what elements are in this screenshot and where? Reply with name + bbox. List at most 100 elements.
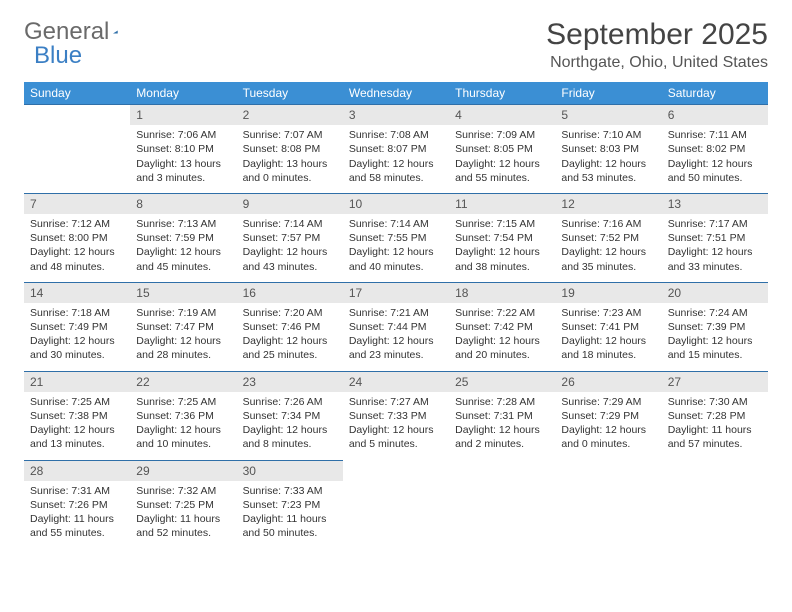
day-info-cell: Sunrise: 7:23 AMSunset: 7:41 PMDaylight:… <box>555 303 661 371</box>
day-number-cell: 4 <box>449 105 555 126</box>
sunset-text: Sunset: 7:59 PM <box>136 231 230 245</box>
sunrise-text: Sunrise: 7:19 AM <box>136 306 230 320</box>
daylight-text: Daylight: 11 hours and 55 minutes. <box>30 512 124 540</box>
sunset-text: Sunset: 7:34 PM <box>243 409 337 423</box>
daylight-text: Daylight: 12 hours and 13 minutes. <box>30 423 124 451</box>
sunrise-text: Sunrise: 7:25 AM <box>30 395 124 409</box>
daylight-text: Daylight: 12 hours and 30 minutes. <box>30 334 124 362</box>
daylight-text: Daylight: 12 hours and 28 minutes. <box>136 334 230 362</box>
daylight-text: Daylight: 13 hours and 3 minutes. <box>136 157 230 185</box>
sunrise-text: Sunrise: 7:26 AM <box>243 395 337 409</box>
sunset-text: Sunset: 8:05 PM <box>455 142 549 156</box>
day-info-cell: Sunrise: 7:33 AMSunset: 7:23 PMDaylight:… <box>237 481 343 549</box>
day-number-cell: 19 <box>555 282 661 303</box>
day-info-cell: Sunrise: 7:16 AMSunset: 7:52 PMDaylight:… <box>555 214 661 282</box>
sunrise-text: Sunrise: 7:24 AM <box>668 306 762 320</box>
daylight-text: Daylight: 12 hours and 5 minutes. <box>349 423 443 451</box>
weekday-header: Saturday <box>662 82 768 105</box>
day-number-cell <box>449 460 555 481</box>
sunset-text: Sunset: 7:46 PM <box>243 320 337 334</box>
sunrise-text: Sunrise: 7:11 AM <box>668 128 762 142</box>
day-info-cell <box>449 481 555 549</box>
day-number-cell: 2 <box>237 105 343 126</box>
logo-word2: Blue <box>34 42 82 70</box>
day-info-cell <box>662 481 768 549</box>
daylight-text: Daylight: 12 hours and 23 minutes. <box>349 334 443 362</box>
sunrise-text: Sunrise: 7:14 AM <box>349 217 443 231</box>
day-info-cell: Sunrise: 7:11 AMSunset: 8:02 PMDaylight:… <box>662 125 768 193</box>
day-info-cell <box>555 481 661 549</box>
sunrise-text: Sunrise: 7:22 AM <box>455 306 549 320</box>
sunset-text: Sunset: 7:49 PM <box>30 320 124 334</box>
daylight-text: Daylight: 12 hours and 53 minutes. <box>561 157 655 185</box>
sunset-text: Sunset: 8:02 PM <box>668 142 762 156</box>
day-info-cell: Sunrise: 7:25 AMSunset: 7:38 PMDaylight:… <box>24 392 130 460</box>
day-info-cell: Sunrise: 7:29 AMSunset: 7:29 PMDaylight:… <box>555 392 661 460</box>
sunset-text: Sunset: 8:03 PM <box>561 142 655 156</box>
sunset-text: Sunset: 8:00 PM <box>30 231 124 245</box>
day-number-cell: 11 <box>449 193 555 214</box>
day-info-cell: Sunrise: 7:30 AMSunset: 7:28 PMDaylight:… <box>662 392 768 460</box>
day-info-cell: Sunrise: 7:14 AMSunset: 7:55 PMDaylight:… <box>343 214 449 282</box>
daylight-text: Daylight: 12 hours and 40 minutes. <box>349 245 443 273</box>
sunrise-text: Sunrise: 7:32 AM <box>136 484 230 498</box>
weekday-header: Friday <box>555 82 661 105</box>
sunset-text: Sunset: 7:26 PM <box>30 498 124 512</box>
sunrise-text: Sunrise: 7:10 AM <box>561 128 655 142</box>
day-number-cell: 28 <box>24 460 130 481</box>
sunrise-text: Sunrise: 7:29 AM <box>561 395 655 409</box>
day-number-cell: 1 <box>130 105 236 126</box>
header: General September 2025 Northgate, Ohio, … <box>24 18 768 72</box>
sunset-text: Sunset: 7:31 PM <box>455 409 549 423</box>
weekday-header: Tuesday <box>237 82 343 105</box>
daylight-text: Daylight: 12 hours and 48 minutes. <box>30 245 124 273</box>
sunrise-text: Sunrise: 7:33 AM <box>243 484 337 498</box>
calendar-table: SundayMondayTuesdayWednesdayThursdayFrid… <box>24 82 768 548</box>
day-number-cell: 25 <box>449 371 555 392</box>
daylight-text: Daylight: 12 hours and 50 minutes. <box>668 157 762 185</box>
day-number-cell: 24 <box>343 371 449 392</box>
daylight-text: Daylight: 12 hours and 20 minutes. <box>455 334 549 362</box>
day-info-cell: Sunrise: 7:06 AMSunset: 8:10 PMDaylight:… <box>130 125 236 193</box>
daylight-text: Daylight: 12 hours and 38 minutes. <box>455 245 549 273</box>
day-info-cell: Sunrise: 7:20 AMSunset: 7:46 PMDaylight:… <box>237 303 343 371</box>
day-info-row: Sunrise: 7:18 AMSunset: 7:49 PMDaylight:… <box>24 303 768 371</box>
daylight-text: Daylight: 12 hours and 2 minutes. <box>455 423 549 451</box>
day-info-cell: Sunrise: 7:26 AMSunset: 7:34 PMDaylight:… <box>237 392 343 460</box>
sunset-text: Sunset: 8:07 PM <box>349 142 443 156</box>
day-info-cell <box>343 481 449 549</box>
sunset-text: Sunset: 7:52 PM <box>561 231 655 245</box>
sunrise-text: Sunrise: 7:17 AM <box>668 217 762 231</box>
sunset-text: Sunset: 7:42 PM <box>455 320 549 334</box>
sunset-text: Sunset: 7:44 PM <box>349 320 443 334</box>
day-number-cell: 6 <box>662 105 768 126</box>
day-info-cell: Sunrise: 7:08 AMSunset: 8:07 PMDaylight:… <box>343 125 449 193</box>
weekday-header: Monday <box>130 82 236 105</box>
day-info-cell: Sunrise: 7:19 AMSunset: 7:47 PMDaylight:… <box>130 303 236 371</box>
logo-triangle-icon <box>113 22 118 42</box>
sunrise-text: Sunrise: 7:28 AM <box>455 395 549 409</box>
sunset-text: Sunset: 7:33 PM <box>349 409 443 423</box>
day-info-cell: Sunrise: 7:10 AMSunset: 8:03 PMDaylight:… <box>555 125 661 193</box>
sunset-text: Sunset: 7:28 PM <box>668 409 762 423</box>
sunset-text: Sunset: 7:39 PM <box>668 320 762 334</box>
day-number-cell: 7 <box>24 193 130 214</box>
daylight-text: Daylight: 12 hours and 15 minutes. <box>668 334 762 362</box>
day-number-cell: 30 <box>237 460 343 481</box>
day-info-cell: Sunrise: 7:18 AMSunset: 7:49 PMDaylight:… <box>24 303 130 371</box>
location: Northgate, Ohio, United States <box>546 54 768 72</box>
daylight-text: Daylight: 13 hours and 0 minutes. <box>243 157 337 185</box>
sunset-text: Sunset: 7:57 PM <box>243 231 337 245</box>
daylight-text: Daylight: 12 hours and 33 minutes. <box>668 245 762 273</box>
day-number-row: 123456 <box>24 105 768 126</box>
daylight-text: Daylight: 12 hours and 35 minutes. <box>561 245 655 273</box>
day-number-cell <box>662 460 768 481</box>
sunrise-text: Sunrise: 7:09 AM <box>455 128 549 142</box>
day-number-row: 282930 <box>24 460 768 481</box>
day-info-cell: Sunrise: 7:09 AMSunset: 8:05 PMDaylight:… <box>449 125 555 193</box>
sunrise-text: Sunrise: 7:27 AM <box>349 395 443 409</box>
daylight-text: Daylight: 12 hours and 18 minutes. <box>561 334 655 362</box>
day-info-cell: Sunrise: 7:24 AMSunset: 7:39 PMDaylight:… <box>662 303 768 371</box>
day-info-cell: Sunrise: 7:31 AMSunset: 7:26 PMDaylight:… <box>24 481 130 549</box>
day-info-cell: Sunrise: 7:17 AMSunset: 7:51 PMDaylight:… <box>662 214 768 282</box>
